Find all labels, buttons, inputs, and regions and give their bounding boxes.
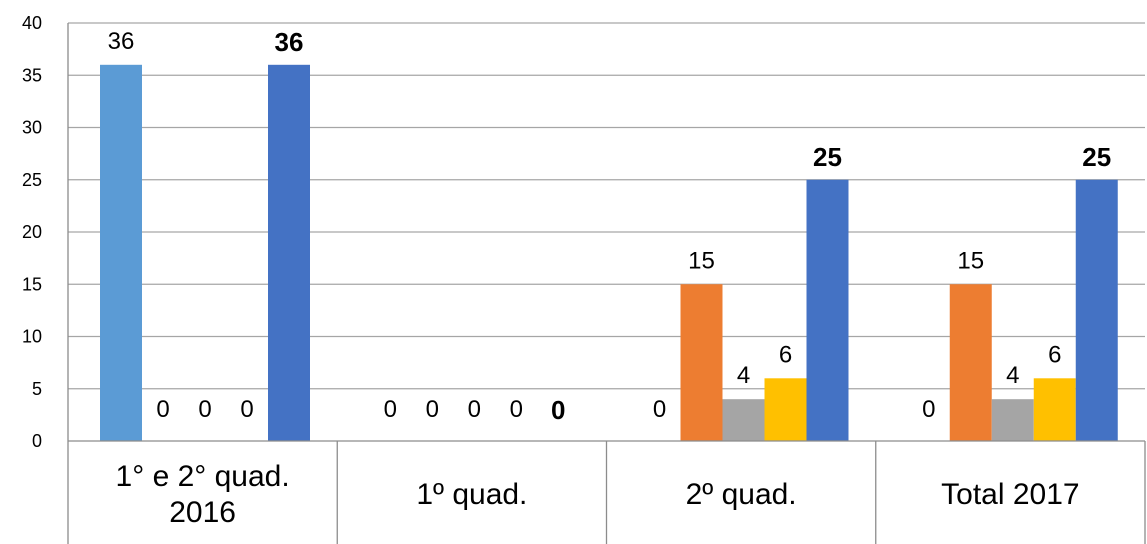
- data-label: 0: [922, 396, 935, 423]
- bar: [268, 64, 310, 442]
- y-tick-label: 20: [22, 222, 42, 242]
- y-tick-label: 0: [32, 431, 42, 451]
- y-tick-label: 10: [22, 327, 42, 347]
- data-label: 0: [653, 396, 666, 423]
- data-label: 6: [779, 341, 792, 368]
- y-tick-label: 30: [22, 118, 42, 138]
- y-tick-label: 35: [22, 65, 42, 85]
- bar: [1075, 179, 1118, 441]
- axes: [67, 23, 1146, 544]
- bar: [680, 284, 723, 441]
- data-label: 0: [426, 396, 439, 423]
- y-tick-label: 5: [32, 379, 42, 399]
- data-label: 4: [737, 362, 750, 389]
- data-label: 0: [198, 396, 211, 423]
- category-label: Total 2017: [941, 478, 1079, 511]
- y-tick-label: 40: [22, 13, 42, 33]
- data-label: 15: [957, 247, 984, 274]
- data-label: 4: [1006, 362, 1019, 389]
- category-label: 2º quad.: [686, 478, 797, 511]
- data-label: 0: [384, 396, 397, 423]
- bar: [949, 284, 992, 441]
- gridlines: [68, 22, 1145, 390]
- data-label: 0: [510, 396, 523, 423]
- y-tick-label: 25: [22, 170, 42, 190]
- data-label: 25: [813, 142, 842, 172]
- data-label: 15: [688, 247, 715, 274]
- category-label: 1° e 2° quad.: [116, 460, 290, 493]
- y-tick-label: 15: [22, 274, 42, 294]
- data-label: 6: [1048, 341, 1061, 368]
- data-label: 36: [108, 28, 135, 55]
- data-label: 0: [240, 396, 253, 423]
- bar: [722, 399, 765, 441]
- bars: [100, 64, 1118, 442]
- data-label: 0: [551, 395, 565, 425]
- data-label: 0: [156, 396, 169, 423]
- bar: [764, 378, 807, 441]
- bar: [100, 64, 142, 442]
- bar: [991, 399, 1034, 441]
- bar: [1033, 378, 1076, 441]
- bar: [806, 179, 849, 441]
- data-label: 25: [1082, 142, 1111, 172]
- data-label: 0: [468, 396, 481, 423]
- category-label: 1º quad.: [416, 478, 527, 511]
- data-label: 36: [275, 27, 304, 57]
- category-labels: 1° e 2° quad.2016 1º quad. 2º quad. Total 2…: [116, 460, 1080, 529]
- data-labels: 36 0 0 0 36 0 0 0 0 0 0 15 4 6 25 0 15 4 6 25: [108, 27, 1112, 425]
- y-axis-ticks: 0 5 10 15 20 25 30 35 40: [22, 13, 42, 451]
- category-label: 2016: [169, 496, 236, 529]
